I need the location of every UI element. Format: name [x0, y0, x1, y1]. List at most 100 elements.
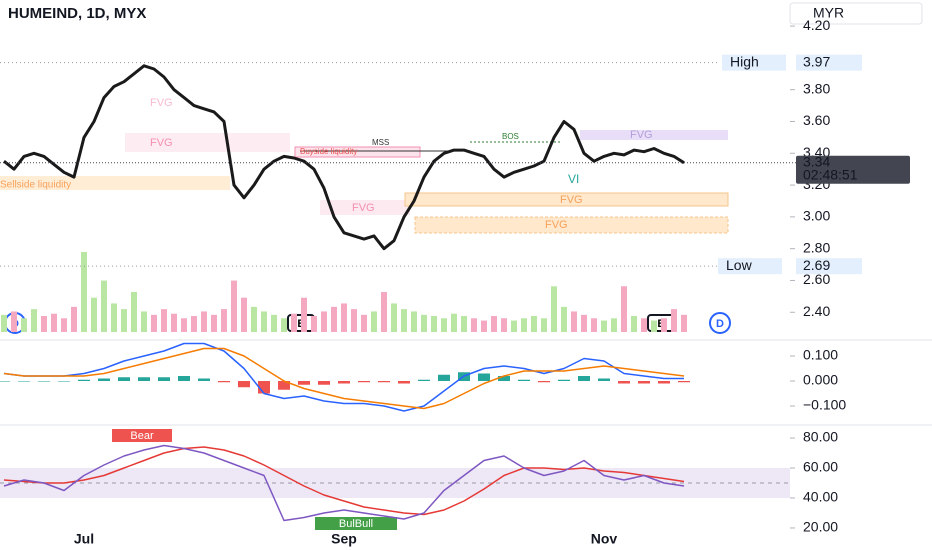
histogram-bar [518, 379, 530, 381]
dividend-marker[interactable] [709, 312, 731, 334]
volume-bar [471, 318, 477, 332]
y-tick-label: 2.80 [803, 239, 830, 255]
volume-bar [431, 316, 437, 332]
fvg-label: FVG [150, 137, 173, 149]
volume-bar [661, 318, 667, 332]
high-value: 3.97 [803, 53, 830, 69]
volume-bar [591, 318, 597, 332]
volume-bar [351, 309, 357, 332]
histogram-bar [138, 377, 150, 381]
volume-bar [461, 316, 467, 332]
histogram-bar [418, 379, 430, 381]
volume-bar [421, 314, 427, 332]
volume-bar [331, 306, 337, 332]
histogram-bar [398, 381, 410, 384]
volume-bar [1, 314, 7, 332]
histogram-bar [498, 376, 510, 381]
histogram-bar [638, 381, 650, 384]
volume-bar [221, 309, 227, 332]
volume-bar [171, 313, 177, 332]
fvg-zone [320, 200, 410, 215]
bear-label: Bear [130, 430, 154, 442]
volume-bar [21, 318, 27, 332]
mss-label: MSS [372, 138, 389, 147]
volume-bar [181, 318, 187, 332]
fvg-label: FVG [545, 219, 568, 231]
histogram-bar [18, 381, 30, 382]
low-value: 2.69 [803, 257, 830, 273]
histogram-bar [78, 379, 90, 381]
histogram-bar [538, 381, 550, 383]
volume-bar [161, 309, 167, 332]
fvg-zone [125, 133, 290, 152]
histogram-bar [38, 381, 50, 382]
last-price-value: 3.34 [803, 154, 830, 170]
volume-bar [491, 316, 497, 332]
price-line [3, 64, 685, 251]
bear-box [112, 429, 172, 442]
volume-bar [371, 311, 377, 332]
indicator-line [3, 446, 685, 516]
volume-bar [141, 311, 147, 332]
high-label: High [730, 53, 759, 69]
liquidity-label: Sellside liquidity [0, 180, 71, 191]
currency-button[interactable] [789, 2, 923, 25]
liquidity-zone [294, 146, 421, 158]
volume-bar [251, 306, 257, 332]
volume-bar [71, 306, 77, 332]
volume-bar [261, 311, 267, 332]
volume-bar [131, 292, 137, 332]
currency-label: MYR [813, 5, 844, 21]
histogram-bar [158, 377, 170, 381]
y-tick-label: 2.60 [803, 271, 830, 287]
y-tick-label: 3.60 [803, 112, 830, 128]
indicator-line [3, 347, 685, 410]
volume-bar [241, 297, 247, 332]
histogram-bar [598, 378, 610, 381]
volume-bar [271, 314, 277, 332]
x-tick-label: Jul [74, 531, 94, 547]
histogram-bar [198, 378, 210, 381]
volume-bar [561, 306, 567, 332]
volume-bar [631, 316, 637, 332]
liquidity-zone [0, 176, 230, 190]
volume-bar [411, 311, 417, 332]
fvg-label: FVG [630, 129, 653, 141]
histogram-bar [478, 373, 490, 381]
fvg-zone [404, 192, 729, 207]
volume-bar [531, 316, 537, 332]
histogram-bar [658, 381, 670, 384]
volume-bar [571, 311, 577, 332]
low-label: Low [726, 257, 753, 273]
y-tick-label: 3.00 [803, 208, 830, 224]
liquidity-label: Buyside liquidity [300, 147, 357, 156]
volume-bar [521, 318, 527, 332]
bull-label: BulBull [339, 518, 373, 530]
volume-bar [101, 280, 107, 332]
volume-bar [381, 292, 387, 332]
indicator-line [3, 342, 684, 412]
volume-bar [231, 280, 237, 332]
histogram-bar [278, 381, 290, 390]
volume-bar [301, 297, 307, 332]
x-tick-label: Nov [591, 531, 618, 547]
volume-bar [441, 318, 447, 332]
volume-bar [581, 314, 587, 332]
volume-bar [511, 320, 517, 332]
histogram-bar [298, 381, 310, 385]
histogram-bar [58, 381, 70, 382]
histogram-bar [338, 381, 350, 384]
histogram-bar [318, 381, 330, 385]
volume-bar [311, 316, 317, 332]
event-label: D [716, 318, 724, 330]
volume-bar [681, 314, 687, 332]
histogram-bar [98, 378, 110, 381]
histogram-bar [0, 381, 10, 382]
y-tick-label: 80.00 [803, 429, 838, 445]
volume-bar [401, 309, 407, 332]
volume-bar [501, 318, 507, 332]
volume-bar [391, 303, 397, 332]
volume-bar [281, 318, 287, 332]
